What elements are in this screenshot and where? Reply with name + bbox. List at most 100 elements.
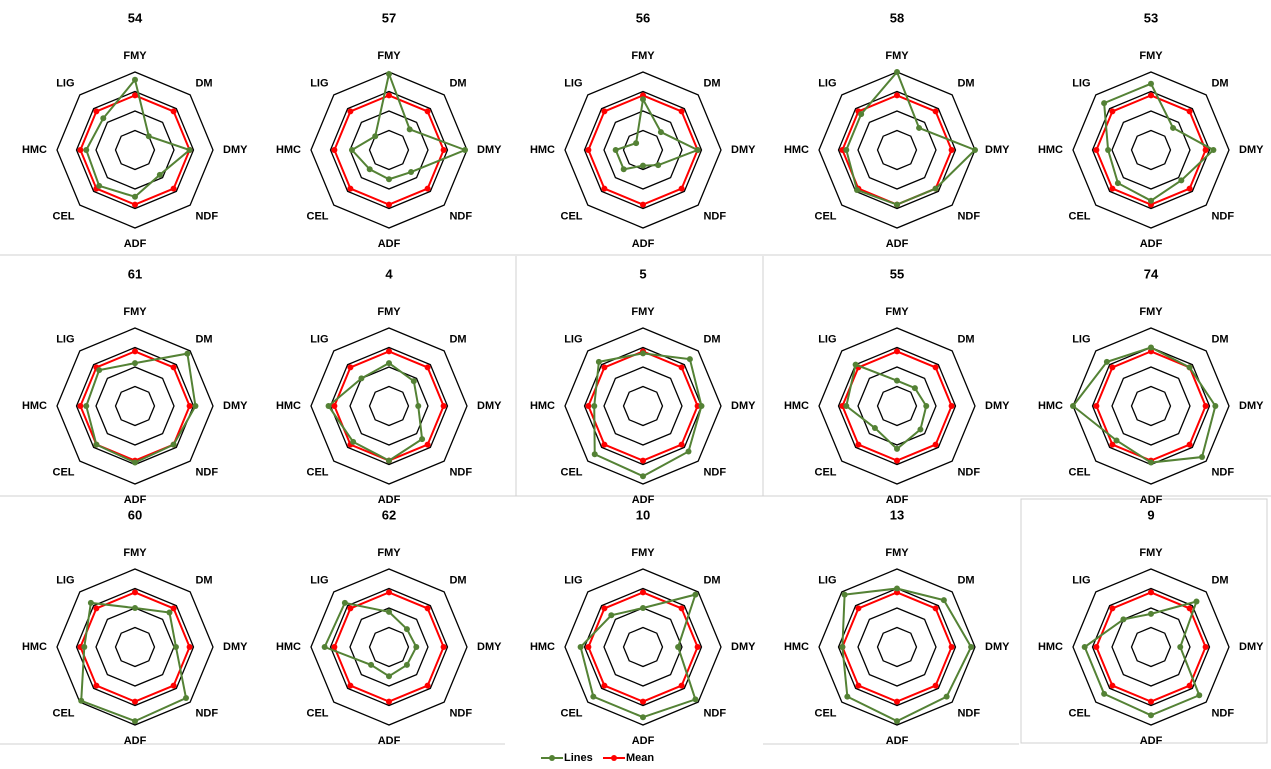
axis-label: DM [449,333,466,345]
axis-label: NDF [703,707,726,719]
series-point [1081,644,1088,650]
axis-label: NDF [449,210,472,222]
series-point [386,457,392,464]
series-point [655,162,662,169]
series-point [93,682,100,689]
grid-ring [95,110,175,190]
series-point [894,348,900,355]
grid-ring [837,346,957,466]
axis-label: DM [195,574,212,586]
grid-ring [56,568,214,726]
series-point [640,457,646,464]
axis-label: NDF [449,466,472,478]
chart-title: 56 [636,10,650,25]
axis-label: LIG [56,333,74,345]
axis-label: NDF [703,210,726,222]
axis-label: ADF [632,735,655,747]
axis-label: FMY [1139,50,1163,62]
axis-label: FMY [631,306,655,318]
series-point [440,147,447,153]
axis-label: ADF [632,238,655,250]
series-point [386,70,392,77]
axis-label: CEL [815,707,837,719]
series-point [424,441,431,448]
axis-label: NDF [957,466,980,478]
chart-title: 54 [128,10,143,25]
series-point [1148,92,1154,99]
axis-label: CEL [53,210,75,222]
series-point [1093,147,1100,153]
axis-label: CEL [307,466,329,478]
axis-label: NDF [195,466,218,478]
axis-label: CEL [815,210,837,222]
series-point [1186,441,1193,448]
series-point [894,585,900,592]
series-point [186,147,193,153]
series-point [325,403,332,409]
series-point [81,644,88,650]
series-point [406,126,413,133]
axis-label: FMY [123,306,147,318]
series-point [419,436,426,443]
series-point [591,451,598,458]
series-point [640,473,646,480]
series-point [100,115,107,122]
series-point [1202,403,1209,409]
series-point [577,644,584,650]
series-point [839,644,846,650]
series-point [640,714,646,721]
series-point [943,693,950,700]
chart-title: 74 [1144,266,1159,281]
grid-ring [1072,71,1230,229]
axis-label: HMC [530,400,555,412]
axis-label: HMC [22,144,47,156]
grid-ring [329,346,449,466]
series-point [1186,185,1193,192]
series-point [77,403,84,409]
series-point [640,605,646,611]
series-point [894,718,900,725]
axis-label: DMY [1239,144,1264,156]
series-point [93,441,100,448]
grid-ring [75,90,195,210]
axis-label: HMC [276,144,301,156]
series-point [424,682,431,689]
panel-borders [0,254,1271,745]
grid-ring [1091,587,1211,707]
axis-label: FMY [885,50,909,62]
series-point [841,591,848,598]
series-point [347,108,354,115]
series-point [386,92,392,99]
grid-ring [95,366,175,446]
grid-ring [368,129,410,171]
axis-label: FMY [631,50,655,62]
series-point [843,147,850,153]
series-point [386,201,392,208]
axis-label: FMY [377,306,401,318]
series-point [347,185,354,192]
grid-ring [564,568,722,726]
series-point [386,348,392,355]
grid-ring [837,90,957,210]
chart-title: 58 [890,10,904,25]
axis-label: ADF [378,735,401,747]
series-point [858,111,865,118]
series-point [855,682,862,689]
series-point [132,718,138,725]
series-point [1210,147,1217,153]
series-point [843,403,850,409]
series-point [894,69,900,75]
series-point [83,147,90,153]
axis-label: FMY [885,306,909,318]
series-point [1105,147,1112,153]
series-point [403,661,410,668]
series-point [331,403,338,409]
series-point [1148,712,1154,719]
grid-ring [1111,366,1191,446]
axis-label: ADF [1140,238,1163,250]
series-point [132,589,138,596]
axis-label: CEL [1069,466,1091,478]
series-point [585,147,592,153]
